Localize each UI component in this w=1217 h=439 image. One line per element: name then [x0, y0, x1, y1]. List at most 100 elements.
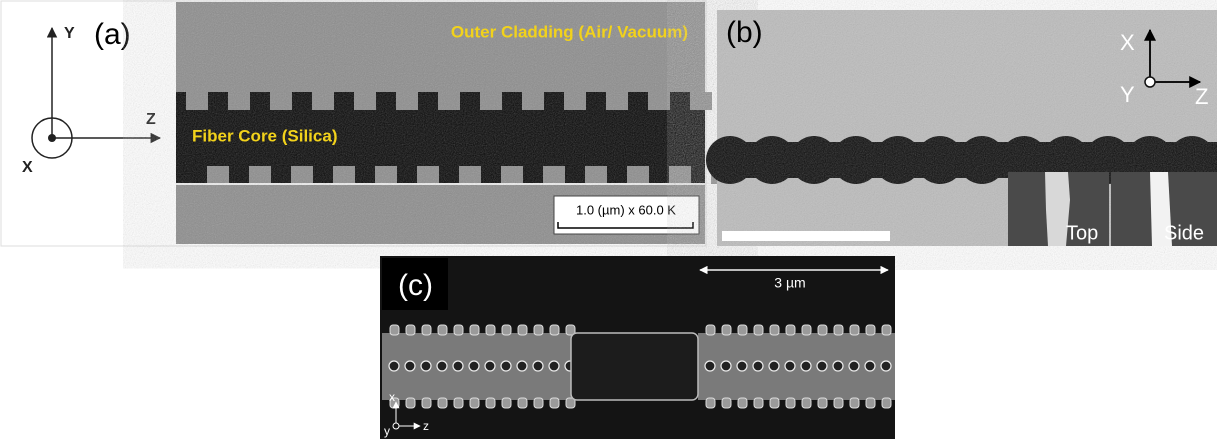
waveguide	[382, 324, 895, 409]
hole	[864, 360, 876, 372]
tooth	[737, 324, 748, 336]
panel-a: Y Z X (a) Outer Cladding (Air/ Vacuum) F…	[0, 0, 733, 247]
axis-label: Z	[146, 111, 156, 128]
axis-circle	[31, 117, 73, 159]
hole	[736, 360, 748, 372]
tooth	[705, 324, 716, 336]
annotation: Outer Cladding (Air/ Vacuum)	[451, 22, 688, 41]
axis-circle	[1144, 76, 1156, 88]
hole	[452, 360, 464, 372]
axis-label: z	[423, 419, 429, 433]
tooth	[533, 397, 544, 409]
panel-b: (b) X Y Z Top Side	[706, 10, 1217, 246]
tooth	[769, 397, 780, 409]
scale-bar	[722, 231, 890, 241]
scale-text: 1.0 (µm) x 60.0 K	[576, 202, 676, 217]
tooth	[549, 324, 560, 336]
tooth	[849, 397, 860, 409]
tooth	[865, 397, 876, 409]
tooth	[801, 397, 812, 409]
hole	[720, 360, 732, 372]
tooth	[785, 324, 796, 336]
axis-label: Y	[1120, 82, 1135, 107]
tooth	[565, 397, 576, 409]
annotation: Fiber Core (Silica)	[192, 126, 337, 145]
hole	[516, 360, 528, 372]
axis-label: X	[1120, 30, 1135, 55]
hole	[484, 360, 496, 372]
axis-label: X	[22, 159, 33, 176]
tooth	[833, 324, 844, 336]
tooth	[785, 397, 796, 409]
tooth	[485, 324, 496, 336]
tooth	[517, 397, 528, 409]
tooth	[865, 324, 876, 336]
tooth	[801, 324, 812, 336]
inset-label: Side	[1164, 222, 1204, 244]
tooth	[405, 324, 416, 336]
inset-fiber	[1150, 172, 1172, 246]
tooth	[549, 397, 560, 409]
tooth	[469, 397, 480, 409]
tooth	[501, 397, 512, 409]
tooth	[721, 324, 732, 336]
tooth	[421, 324, 432, 336]
tooth	[565, 324, 576, 336]
hole	[800, 360, 812, 372]
hole	[816, 360, 828, 372]
panel-c: (c) 3 µm x y z	[380, 256, 895, 439]
axis-label: Y	[64, 25, 75, 42]
tooth	[817, 324, 828, 336]
inset-label: Top	[1066, 222, 1098, 244]
tooth	[721, 397, 732, 409]
hole	[532, 360, 544, 372]
hole	[704, 360, 716, 372]
tooth	[469, 324, 480, 336]
hole	[832, 360, 844, 372]
label-box	[382, 258, 448, 310]
tooth	[405, 397, 416, 409]
hole	[848, 360, 860, 372]
scale-text: 3 µm	[774, 275, 805, 291]
tooth	[833, 397, 844, 409]
panel-label: (a)	[94, 18, 131, 51]
hole	[768, 360, 780, 372]
tooth	[485, 397, 496, 409]
tooth	[753, 397, 764, 409]
hole	[420, 360, 432, 372]
tooth	[769, 324, 780, 336]
tooth	[817, 397, 828, 409]
hole	[752, 360, 764, 372]
hole	[404, 360, 416, 372]
tooth	[737, 397, 748, 409]
tooth	[881, 324, 892, 336]
axis-circle	[392, 422, 400, 430]
hole	[548, 360, 560, 372]
tooth	[705, 397, 716, 409]
tooth	[453, 397, 464, 409]
axis-label: Z	[1195, 84, 1208, 109]
tooth	[389, 324, 400, 336]
tooth	[881, 397, 892, 409]
tooth	[753, 324, 764, 336]
scale-bar	[557, 222, 694, 229]
panel-label: (b)	[726, 16, 763, 49]
tooth	[849, 324, 860, 336]
tooth	[533, 324, 544, 336]
inset-fiber	[1045, 172, 1070, 246]
tooth	[453, 324, 464, 336]
hole	[468, 360, 480, 372]
tooth	[421, 397, 432, 409]
hole	[388, 360, 400, 372]
axis-dot	[48, 134, 56, 142]
hole	[500, 360, 512, 372]
tooth	[501, 324, 512, 336]
axis-label: x	[389, 390, 395, 404]
panel-label: (c)	[398, 269, 433, 302]
axis-label: y	[384, 424, 390, 438]
tooth	[517, 324, 528, 336]
frame	[0, 0, 707, 247]
hole	[436, 360, 448, 372]
hole	[880, 360, 892, 372]
